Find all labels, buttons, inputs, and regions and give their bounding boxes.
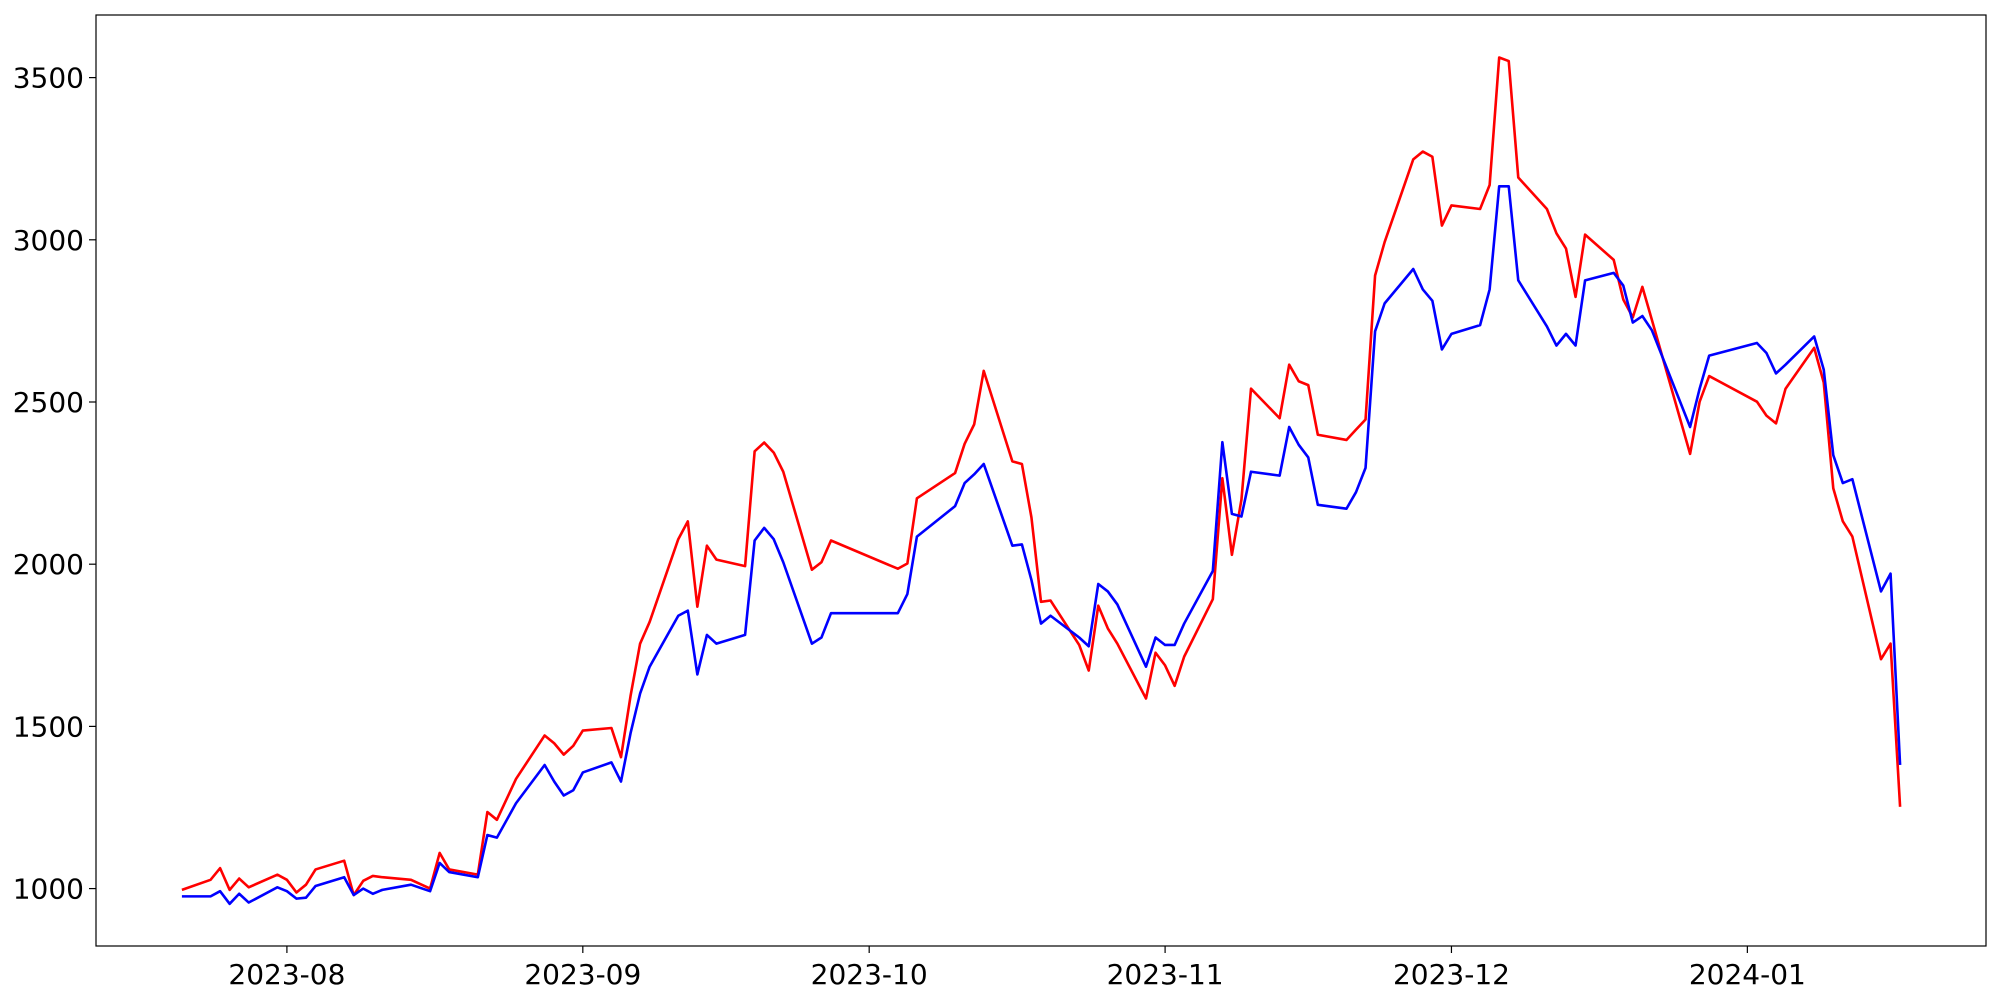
plot-frame [95,14,1987,947]
x-tick-label: 2023-08 [228,958,345,991]
y-tick-label: 3000 [13,224,84,257]
y-tick-label: 2500 [13,386,84,419]
line-series [181,184,1902,906]
y-tick-label: 3500 [13,62,84,95]
x-tick-label: 2024-01 [1689,958,1806,991]
x-tick-label: 2023-09 [524,958,641,991]
y-tick-label: 1500 [13,710,84,743]
line-series [181,56,1902,897]
y-tick-label: 1000 [13,873,84,906]
x-tick-label: 2023-11 [1107,958,1224,991]
x-tick-label: 2023-10 [811,958,928,991]
x-tick-label: 2023-12 [1393,958,1510,991]
y-tick-label: 2000 [13,548,84,581]
plot-area [96,15,1986,946]
